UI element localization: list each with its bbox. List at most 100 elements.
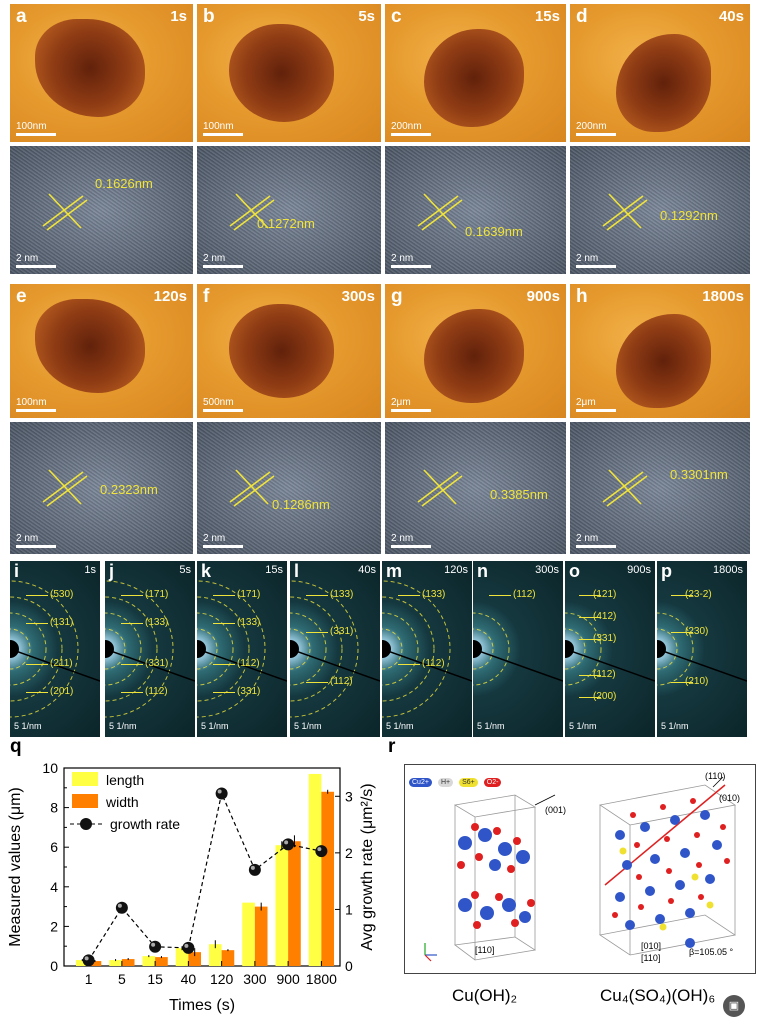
- legend-label-length: length: [106, 772, 144, 788]
- panel-time: 15s: [534, 8, 560, 25]
- cu4so4-dir-110: (110): [705, 771, 726, 781]
- saed-time: 1s: [84, 564, 96, 576]
- hkl-arrow: [398, 664, 420, 665]
- cu-oh2-structure: [453, 794, 556, 961]
- axis-triad-icon: [424, 943, 437, 962]
- atom-legend: Cu2+ H+ S6+ O2-: [409, 771, 507, 789]
- hkl-arrow: [671, 682, 693, 684]
- saed-letter: l: [294, 561, 300, 581]
- hkl-label: (530): [50, 589, 74, 600]
- tem-panel: e 120s 100nm: [10, 284, 193, 418]
- panel-time: 900s: [526, 288, 560, 305]
- x-tick-label: 300: [243, 971, 267, 987]
- panel-letter: e: [16, 286, 27, 307]
- lattice-marker: [417, 469, 463, 507]
- particle: [35, 299, 145, 393]
- hkl-arrow: [26, 595, 48, 596]
- cu-oh2-direction: (001): [545, 805, 567, 815]
- hrtem-panel: 0.1292nm 2 nm: [570, 146, 750, 274]
- hkl-label: (331): [330, 625, 354, 637]
- lattice-marker: [417, 193, 463, 231]
- scale-label: 500nm: [203, 397, 234, 408]
- scale-bar: 2 nm: [391, 533, 431, 548]
- atom-legend-item: H+: [437, 778, 454, 787]
- bar-length: [275, 845, 289, 966]
- scale-bar: 2 nm: [391, 253, 431, 268]
- hrtem-panel: 0.1286nm 2 nm: [197, 422, 381, 554]
- growth-rate-point: [149, 940, 162, 953]
- hrtem-panel: 0.3385nm 2 nm: [385, 422, 566, 554]
- bar-width: [288, 841, 301, 966]
- bar-length: [142, 956, 156, 966]
- bar-length: [242, 902, 255, 966]
- scale-bar-line: [391, 545, 431, 548]
- panel-letter: g: [391, 286, 403, 307]
- panel-r-letter: r: [388, 736, 396, 757]
- hrtem-panel: 0.2323nm 2 nm: [10, 422, 193, 554]
- panel-q-letter: q: [10, 736, 22, 757]
- diffraction-rings: [10, 580, 100, 718]
- d-spacing-label: 0.1639nm: [465, 224, 523, 239]
- cu4so4-dir-010: (010): [719, 793, 741, 803]
- hkl-arrow: [26, 622, 48, 624]
- scale-bar: 200nm: [391, 121, 431, 136]
- cu-oh2-axis: [110]: [475, 945, 495, 955]
- diffraction-rings: [565, 612, 655, 686]
- growth-rate-point: [282, 838, 295, 851]
- growth-rate-highlight: [250, 865, 255, 870]
- scale-label: 2 nm: [203, 253, 226, 264]
- hkl-label: (23-2): [685, 589, 712, 600]
- hkl-arrow: [579, 617, 601, 618]
- saed-time: 40s: [358, 564, 376, 576]
- scale-bar-line: [576, 265, 616, 268]
- y-tick-label: 4: [50, 879, 58, 895]
- hkl-label: (112): [513, 589, 536, 600]
- x-tick-label: 5: [118, 971, 126, 987]
- scale-bar-line: [16, 133, 56, 136]
- saed-scale: 5 1/nm: [386, 721, 414, 731]
- scale-bar-line: [391, 265, 431, 268]
- bar-width: [221, 950, 235, 966]
- d-spacing-label: 0.2323nm: [100, 482, 158, 497]
- saed-letter: m: [386, 561, 403, 581]
- saed-letter: n: [477, 561, 488, 581]
- tem-panel: f 300s 500nm: [197, 284, 381, 418]
- scale-label: 2 nm: [391, 253, 414, 264]
- caption-cu4so4oh6: Cu₄(SO₄)(OH)₆: [600, 986, 716, 1005]
- saed-time: 15s: [265, 564, 283, 576]
- d-spacing-label: 0.3385nm: [490, 487, 548, 502]
- tem-panel: a 1s 100nm: [10, 4, 193, 142]
- hkl-arrow: [121, 595, 143, 596]
- saed-panel: o 900s (121) (412) (331) (112) (200) 5 1/nm: [565, 561, 655, 737]
- growth-rate-point: [248, 863, 261, 876]
- x-tick-label: 1800: [306, 971, 337, 987]
- particle: [424, 309, 524, 403]
- growth-rate-point: [315, 845, 328, 858]
- panel-letter: c: [391, 6, 402, 27]
- hkl-arrow: [26, 664, 48, 665]
- hkl-label: (133): [237, 616, 261, 628]
- cu4so4oh6-structure: [598, 776, 737, 956]
- saed-scale: 5 1/nm: [109, 721, 137, 731]
- cu4so4-axis-010: [010]: [641, 941, 662, 951]
- hkl-label: (133): [422, 589, 446, 600]
- saed-panel: i 1s (530) (131) (211) (201) 5 1/nm: [10, 561, 100, 737]
- bar-width: [121, 959, 135, 966]
- scale-bar: 2μm: [576, 397, 616, 412]
- saed-panel: k 15s (171) (133) (112) (331) 5 1/nm: [197, 561, 287, 737]
- hkl-arrow: [306, 595, 328, 596]
- scale-bar: 2 nm: [16, 533, 56, 548]
- crystal-structures: [424, 776, 737, 962]
- x-tick-label: 15: [147, 971, 163, 987]
- scale-label: 5 1/nm: [569, 721, 597, 731]
- scale-bar-line: [391, 133, 431, 136]
- y2-tick-label: 3: [345, 788, 353, 804]
- growth-rate-highlight: [184, 943, 189, 948]
- corner-camera-icon[interactable]: ▣: [723, 995, 745, 1017]
- growth-rate-highlight: [217, 789, 222, 794]
- scale-bar: 2 nm: [203, 533, 243, 548]
- saed-time: 900s: [627, 564, 651, 576]
- y-tick-label: 10: [42, 760, 58, 776]
- saed-panel: j 5s (171) (133) (331) (112) 5 1/nm: [105, 561, 195, 737]
- hkl-label: (230): [685, 625, 709, 637]
